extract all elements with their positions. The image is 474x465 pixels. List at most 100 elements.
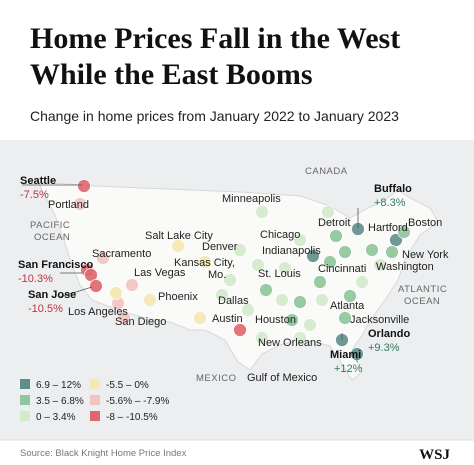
city-dot (259, 283, 273, 297)
title-line: Home Prices Fall in the West (30, 22, 400, 55)
ocean-label: OCEAN (34, 232, 70, 243)
city-label: Jacksonville (350, 314, 409, 326)
city-dot (198, 255, 212, 269)
highlight-city: Orlando (368, 328, 410, 340)
legend-label: 3.5 – 6.8% (36, 396, 84, 407)
city-dot (365, 243, 379, 257)
city-label: Atlanta (330, 300, 365, 312)
city-dot (73, 197, 87, 211)
city-label: Boston (408, 217, 442, 229)
city-label: Indianapolis (262, 245, 321, 257)
city-dot (109, 286, 123, 300)
city-label: New Orleans (258, 337, 322, 349)
city-dot (251, 258, 265, 272)
city-label: Cincinnati (318, 263, 366, 275)
city-dot (338, 245, 352, 259)
city-label: St. Louis (258, 268, 301, 280)
legend-label: 6.9 – 12% (36, 380, 81, 391)
city-dot (306, 249, 320, 263)
city-dot (293, 295, 307, 309)
city-dot (323, 255, 337, 269)
city-dot (233, 243, 247, 257)
city-label: Denver (202, 241, 238, 253)
city-dot (143, 293, 157, 307)
legend-swatch (90, 379, 100, 389)
ocean-label: OCEAN (404, 296, 440, 307)
highlight-change: -7.5% (20, 189, 49, 201)
highlight-city: San Francisco (18, 259, 93, 271)
legend-label: -5.6% – -7.9% (106, 396, 169, 407)
legend-label: 0 – 3.4% (36, 412, 76, 423)
city-label: Detroit (318, 217, 350, 229)
city-dot (233, 323, 247, 337)
highlight-change: +9.3% (368, 342, 400, 354)
highlight-city: Seattle (20, 175, 56, 187)
legend-swatch (20, 411, 30, 421)
city-dot (355, 275, 369, 289)
legend-label: -5.5 – 0% (106, 380, 149, 391)
ocean-label: PACIFIC (30, 220, 70, 231)
city-dot (285, 313, 299, 327)
city-dot (278, 261, 292, 275)
city-label: Salt Lake City (145, 230, 213, 242)
city-dot (338, 311, 352, 325)
city-label: Dallas (218, 295, 249, 307)
city-dot (315, 293, 329, 307)
city-label: Houston (255, 314, 296, 326)
city-dot (293, 331, 307, 345)
city-dot (255, 205, 269, 219)
water-label: Gulf of Mexico (247, 372, 317, 384)
source: Source: Black Knight Home Price Index (20, 448, 187, 459)
highlight-city: San Jose (28, 289, 76, 301)
highlight-change: -10.5% (28, 303, 63, 315)
city-dot (89, 279, 103, 293)
city-dot (313, 275, 327, 289)
city-dot (293, 233, 307, 247)
city-label: Washington (376, 261, 434, 273)
country-label: CANADA (305, 166, 348, 177)
city-label: Mo. (208, 269, 226, 281)
legend-swatch (90, 395, 100, 405)
legend-swatch (90, 411, 100, 421)
city-label: Austin (212, 313, 243, 325)
city-dot (397, 225, 411, 239)
city-label: San Diego (115, 316, 166, 328)
city-dot (373, 258, 387, 272)
city-dot (241, 303, 255, 317)
city-label: Kansas City, (174, 257, 235, 269)
city-dot (255, 331, 269, 345)
city-dot (343, 289, 357, 303)
city-dot (96, 251, 110, 265)
legend-label: -8 – -10.5% (106, 412, 158, 423)
country-label: MEXICO (196, 373, 236, 384)
logo: WSJ (419, 447, 450, 463)
title-line: While the East Booms (30, 58, 313, 91)
legend-swatch (20, 379, 30, 389)
legend: 6.9 – 12% 3.5 – 6.8% 0 – 3.4% -5.5 – 0% -5.6… (20, 379, 169, 423)
city-label: Los Angeles (68, 306, 128, 318)
city-dot (117, 311, 131, 325)
city-dot (77, 179, 91, 193)
city-dot (171, 239, 185, 253)
city-dot (329, 229, 343, 243)
city-label: Hartford (368, 222, 408, 234)
city-dot (385, 245, 399, 259)
highlight-change: -10.3% (18, 273, 53, 285)
leader-lines (22, 184, 359, 362)
city-label: Portland (48, 199, 89, 211)
city-dot (193, 311, 207, 325)
city-dot (215, 288, 229, 302)
city-label: Las Vegas (134, 267, 186, 279)
city-dot (223, 273, 237, 287)
city-label: Sacramento (92, 248, 151, 260)
legend-swatch (20, 395, 30, 405)
city-label: Minneapolis (222, 193, 281, 205)
city-label: Phoenix (158, 291, 198, 303)
highlight-city: Miami (330, 349, 361, 361)
highlight-change: +12% (334, 363, 363, 375)
city-dot (275, 293, 289, 307)
city-dot (303, 318, 317, 332)
city-label: New York (402, 249, 449, 261)
highlight-city: Buffalo (374, 183, 412, 195)
